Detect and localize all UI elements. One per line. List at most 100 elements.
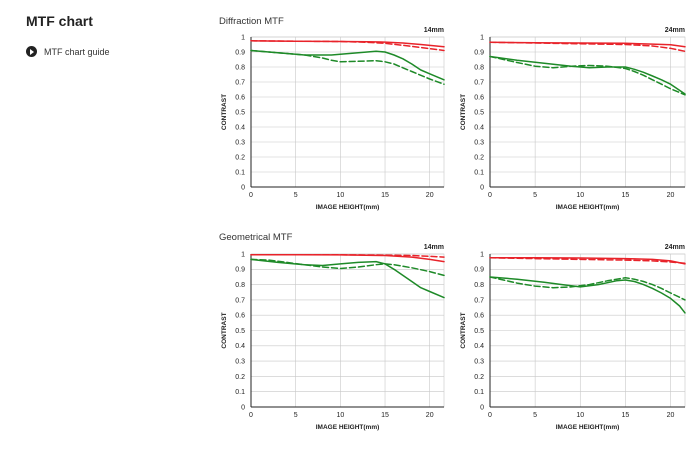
y-tick-label: 0.7 xyxy=(474,297,484,304)
section-title-diffraction: Diffraction MTF xyxy=(219,16,284,27)
play-circle-icon xyxy=(26,46,37,57)
y-tick-label: 0.8 xyxy=(235,282,245,289)
series-line-red-solid xyxy=(489,257,686,265)
focal-length-label: 24mm xyxy=(665,27,685,34)
y-tick-label: 1 xyxy=(241,251,245,258)
y-tick-label: 0 xyxy=(480,404,484,411)
y-axis-label: CONTRAST xyxy=(221,94,228,130)
series-line-green-dashed xyxy=(250,49,445,85)
series-line-red-dashed xyxy=(489,257,686,264)
series-line-red-solid xyxy=(250,40,445,48)
y-axis-label: CONTRAST xyxy=(460,94,467,130)
y-tick-label: 0.2 xyxy=(235,374,245,381)
x-axis-label: IMAGE HEIGHT(mm) xyxy=(316,424,380,431)
series-line-red-dashed xyxy=(250,40,445,52)
y-tick-label: 0.4 xyxy=(474,124,484,131)
mtf-chart-3: 00.10.20.30.40.50.60.70.80.910 5 10 15 2014m… xyxy=(221,244,445,431)
x-tick-label: 5 xyxy=(533,412,537,419)
y-tick-label: 0.5 xyxy=(474,328,484,335)
x-tick-label: 20 xyxy=(667,412,675,419)
mtf-chart-1: 00.10.20.30.40.50.60.70.80.910 5 10 15 2014m… xyxy=(221,27,445,211)
x-tick-label: 15 xyxy=(622,412,630,419)
y-tick-label: 0.9 xyxy=(235,49,245,56)
y-tick-label: 0.6 xyxy=(474,94,484,101)
section-title-geometrical: Geometrical MTF xyxy=(219,232,293,243)
y-tick-label: 0 xyxy=(241,184,245,191)
y-tick-label: 0.8 xyxy=(474,64,484,71)
y-tick-label: 0.4 xyxy=(235,124,245,131)
x-tick-label: 10 xyxy=(336,412,344,419)
series-line-green-solid xyxy=(489,55,686,95)
y-tick-label: 0 xyxy=(241,404,245,411)
x-tick-label: 0 xyxy=(488,192,492,199)
x-tick-label: 5 xyxy=(294,192,298,199)
y-tick-label: 0.3 xyxy=(474,139,484,146)
y-tick-label: 1 xyxy=(241,34,245,41)
mtf-guide-link[interactable]: MTF chart guide xyxy=(26,46,110,57)
series-line-green-solid xyxy=(489,276,686,314)
series-line-green-dashed xyxy=(250,258,445,277)
y-tick-label: 0.1 xyxy=(235,389,245,396)
y-tick-label: 0.4 xyxy=(474,343,484,350)
x-tick-label: 10 xyxy=(336,192,344,199)
y-tick-label: 0.9 xyxy=(474,49,484,56)
y-tick-label: 0.8 xyxy=(474,282,484,289)
y-tick-label: 0.3 xyxy=(235,139,245,146)
x-tick-label: 20 xyxy=(426,412,434,419)
y-tick-label: 0.5 xyxy=(235,328,245,335)
x-tick-label: 20 xyxy=(426,192,434,199)
y-tick-label: 0.7 xyxy=(474,79,484,86)
focal-length-label: 24mm xyxy=(665,244,685,251)
y-tick-label: 0.2 xyxy=(474,374,484,381)
x-tick-label: 10 xyxy=(576,412,584,419)
y-tick-label: 0.7 xyxy=(235,297,245,304)
focal-length-label: 14mm xyxy=(424,244,444,251)
x-axis-label: IMAGE HEIGHT(mm) xyxy=(316,204,380,211)
x-axis-label: IMAGE HEIGHT(mm) xyxy=(556,204,620,211)
y-tick-label: 0.8 xyxy=(235,64,245,71)
y-tick-label: 0.9 xyxy=(235,267,245,274)
y-tick-label: 1 xyxy=(480,251,484,258)
y-tick-label: 0.4 xyxy=(235,343,245,350)
series-line-red-dashed xyxy=(250,254,445,258)
x-axis-label: IMAGE HEIGHT(mm) xyxy=(556,424,620,431)
focal-length-label: 14mm xyxy=(424,27,444,34)
y-axis-label: CONTRAST xyxy=(460,312,467,348)
x-tick-label: 10 xyxy=(576,192,584,199)
x-tick-label: 20 xyxy=(667,192,675,199)
y-tick-label: 0.5 xyxy=(235,109,245,116)
y-tick-label: 0.6 xyxy=(474,313,484,320)
mtf-guide-label: MTF chart guide xyxy=(44,46,110,57)
y-tick-label: 0 xyxy=(480,184,484,191)
x-tick-label: 0 xyxy=(488,412,492,419)
series-line-green-dashed xyxy=(489,55,686,96)
y-axis-label: CONTRAST xyxy=(221,312,228,348)
x-tick-label: 5 xyxy=(294,412,298,419)
x-tick-label: 15 xyxy=(381,192,389,199)
mtf-chart-4: 00.10.20.30.40.50.60.70.80.910 5 10 15 2024m… xyxy=(460,244,686,431)
y-tick-label: 0.7 xyxy=(235,79,245,86)
y-tick-label: 0.1 xyxy=(474,169,484,176)
y-tick-label: 0.6 xyxy=(235,313,245,320)
y-tick-label: 0.3 xyxy=(474,359,484,366)
y-tick-label: 0.2 xyxy=(474,154,484,161)
x-tick-label: 15 xyxy=(622,192,630,199)
y-tick-label: 0.1 xyxy=(235,169,245,176)
series-line-green-solid xyxy=(250,258,445,299)
y-tick-label: 0.6 xyxy=(235,94,245,101)
series-line-green-solid xyxy=(250,49,445,81)
y-tick-label: 0.1 xyxy=(474,389,484,396)
x-tick-label: 0 xyxy=(249,412,253,419)
x-tick-label: 5 xyxy=(533,192,537,199)
x-tick-label: 0 xyxy=(249,192,253,199)
y-tick-label: 0.9 xyxy=(474,267,484,274)
series-line-red-dashed xyxy=(489,41,686,53)
y-tick-label: 0.2 xyxy=(235,154,245,161)
y-tick-label: 0.5 xyxy=(474,109,484,116)
y-tick-label: 1 xyxy=(480,34,484,41)
page-title: MTF chart xyxy=(26,13,93,29)
x-tick-label: 15 xyxy=(381,412,389,419)
mtf-chart-2: 00.10.20.30.40.50.60.70.80.910 5 10 15 2024m… xyxy=(460,27,686,211)
y-tick-label: 0.3 xyxy=(235,359,245,366)
